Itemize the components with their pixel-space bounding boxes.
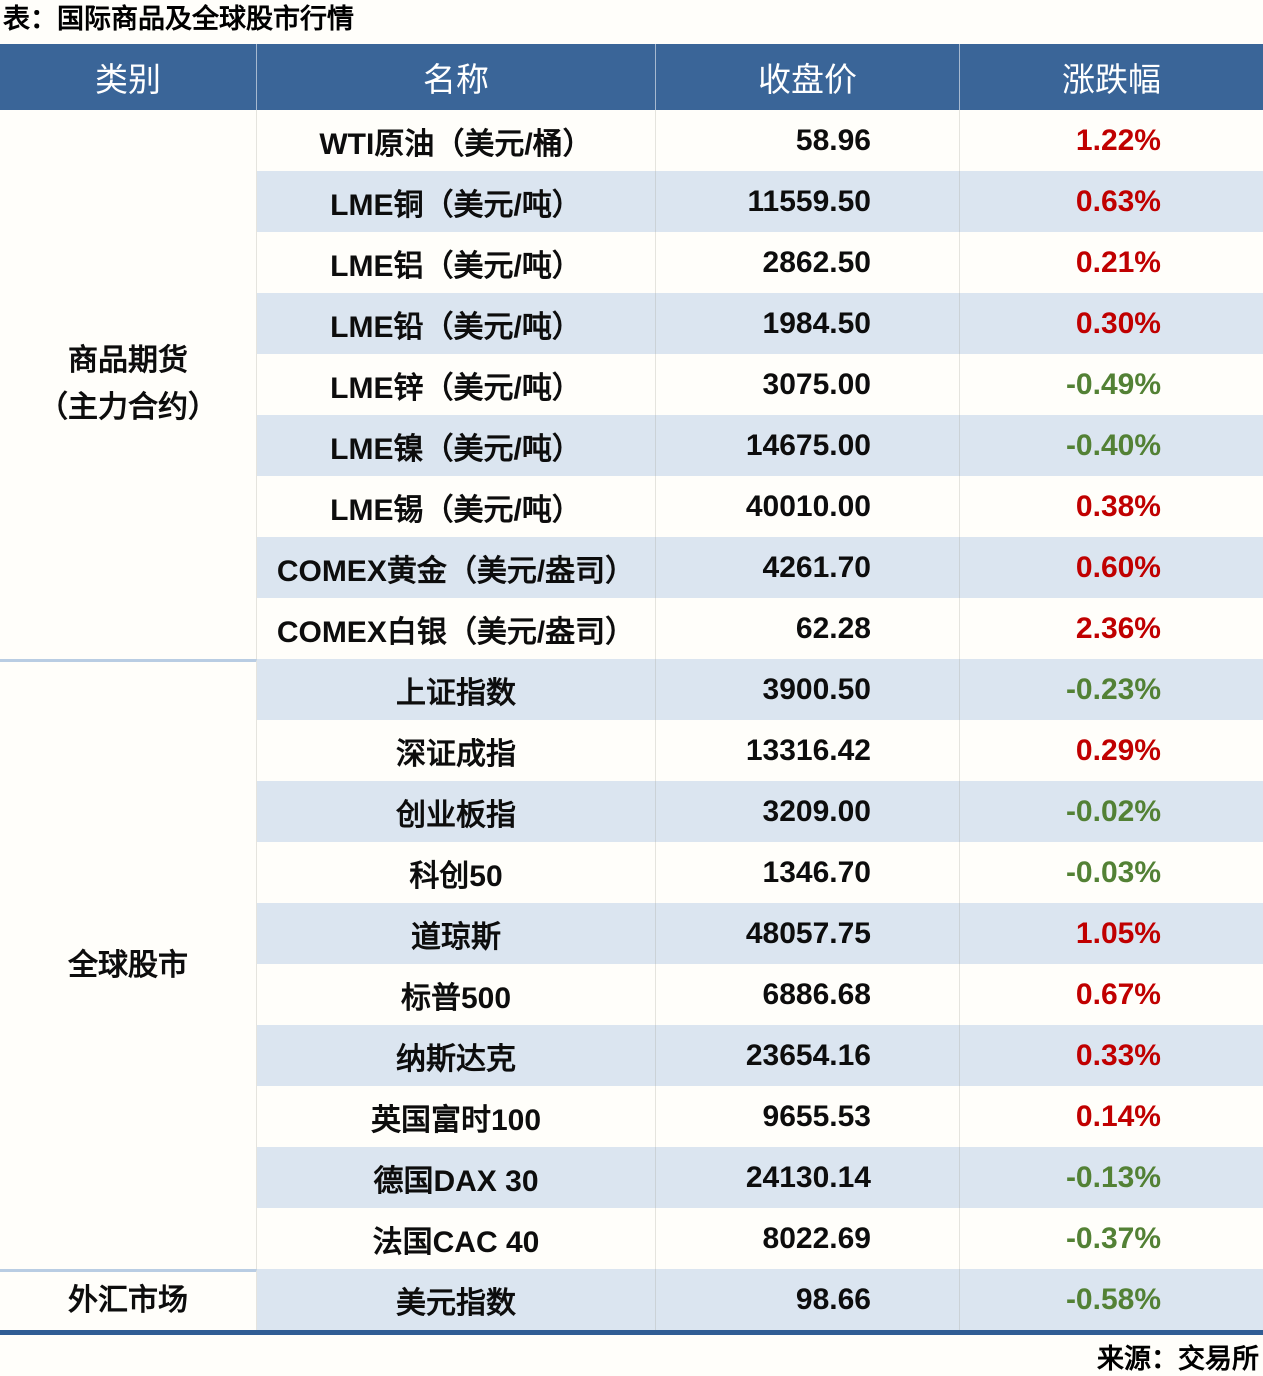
header-cell: 名称 [257,44,656,111]
market-table: 类别 名称 收盘价 涨跌幅商品期货 （主力合约） WTI原油（美元/桶） 58.96 1.22… [0,44,1263,1336]
name-cell: 美元指数 [257,1269,656,1331]
change-percent-cell: 0.30% [960,293,1263,355]
name-cell: COMEX白银（美元/盎司） [257,598,656,660]
header-cell: 涨跌幅 [960,44,1263,111]
close-price-cell: 8022.69 [656,1208,960,1270]
name-cell: LME铝（美元/吨） [257,232,656,294]
close-price-cell: 3075.00 [656,354,960,416]
close-price-cell: 9655.53 [656,1086,960,1148]
name-cell: 德国DAX 30 [257,1147,656,1209]
category-label: 全球股市 [68,948,188,982]
close-price-cell: 11559.50 [656,171,960,233]
close-price-cell: 40010.00 [656,476,960,538]
close-price-cell: 23654.16 [656,1025,960,1087]
close-price-cell: 58.96 [656,110,960,172]
category-label: （主力合约） [38,390,218,424]
close-price-cell: 1984.50 [656,293,960,355]
name-cell: 创业板指 [257,781,656,843]
change-percent-cell: 0.60% [960,537,1263,599]
category-label: 商品期货 [68,344,188,378]
name-cell: WTI原油（美元/桶） [257,110,656,172]
category-cell: 商品期货 （主力合约） [0,110,257,660]
change-percent-cell: 2.36% [960,598,1263,660]
change-percent-cell: 1.05% [960,903,1263,965]
change-percent-cell: 0.33% [960,1025,1263,1087]
table-title: 表：国际商品及全球股市行情 [3,4,354,34]
change-percent-cell: -0.37% [960,1208,1263,1270]
close-price-cell: 3900.50 [656,659,960,721]
change-percent-cell: 0.38% [960,476,1263,538]
close-price-cell: 98.66 [656,1269,960,1331]
category-label: 外汇市场 [68,1284,188,1318]
change-percent-cell: 1.22% [960,110,1263,172]
change-percent-cell: -0.58% [960,1269,1263,1331]
name-cell: 道琼斯 [257,903,656,965]
category-cell: 全球股市 [0,659,257,1270]
change-percent-cell: 0.63% [960,171,1263,233]
name-cell: COMEX黄金（美元/盎司） [257,537,656,599]
name-cell: 纳斯达克 [257,1025,656,1087]
change-percent-cell: -0.40% [960,415,1263,477]
close-price-cell: 14675.00 [656,415,960,477]
change-percent-cell: 0.67% [960,964,1263,1026]
source-note: 来源：交易所 [1097,1344,1259,1375]
change-percent-cell: 0.14% [960,1086,1263,1148]
close-price-cell: 62.28 [656,598,960,660]
name-cell: LME铜（美元/吨） [257,171,656,233]
close-price-cell: 1346.70 [656,842,960,904]
name-cell: 上证指数 [257,659,656,721]
name-cell: LME锌（美元/吨） [257,354,656,416]
close-price-cell: 6886.68 [656,964,960,1026]
close-price-cell: 3209.00 [656,781,960,843]
change-percent-cell: -0.23% [960,659,1263,721]
name-cell: 英国富时100 [257,1086,656,1148]
name-cell: LME锡（美元/吨） [257,476,656,538]
name-cell: 法国CAC 40 [257,1208,656,1270]
category-cell: 外汇市场 [0,1269,257,1331]
close-price-cell: 48057.75 [656,903,960,965]
close-price-cell: 13316.42 [656,720,960,782]
change-percent-cell: -0.13% [960,1147,1263,1209]
change-percent-cell: -0.03% [960,842,1263,904]
close-price-cell: 24130.14 [656,1147,960,1209]
change-percent-cell: -0.02% [960,781,1263,843]
close-price-cell: 4261.70 [656,537,960,599]
change-percent-cell: 0.29% [960,720,1263,782]
close-price-cell: 2862.50 [656,232,960,294]
header-cell: 类别 [0,44,257,111]
name-cell: LME铅（美元/吨） [257,293,656,355]
change-percent-cell: -0.49% [960,354,1263,416]
name-cell: 标普500 [257,964,656,1026]
page: 表：国际商品及全球股市行情 类别 名称 收盘价 涨跌幅商品期货 （主力合约） WTI原油（… [0,3,1263,1376]
change-percent-cell: 0.21% [960,232,1263,294]
name-cell: LME镍（美元/吨） [257,415,656,477]
name-cell: 科创50 [257,842,656,904]
name-cell: 深证成指 [257,720,656,782]
header-cell: 收盘价 [656,44,960,111]
